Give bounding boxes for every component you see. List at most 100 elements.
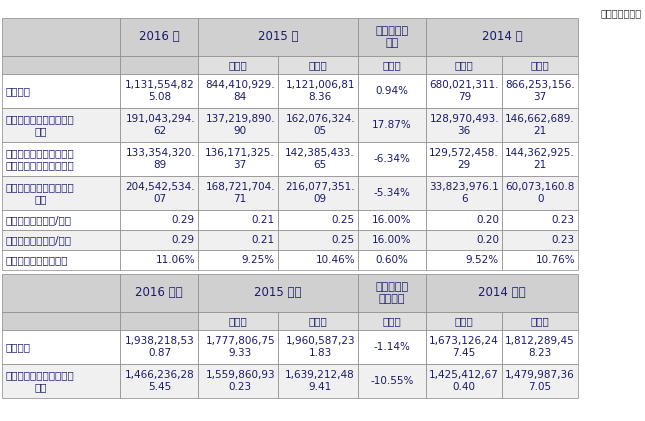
Text: 16.00%: 16.00% <box>372 235 412 245</box>
Text: 资产总额: 资产总额 <box>6 342 31 352</box>
Text: 680,021,311.
79: 680,021,311. 79 <box>430 80 499 102</box>
Text: 9.52%: 9.52% <box>466 255 499 265</box>
Text: 128,970,493.
36: 128,970,493. 36 <box>430 114 499 136</box>
Text: 17.87%: 17.87% <box>372 120 412 130</box>
Bar <box>198 250 278 270</box>
Text: 9.25%: 9.25% <box>242 255 275 265</box>
Text: 1,131,554,82
5.08: 1,131,554,82 5.08 <box>125 80 195 102</box>
Bar <box>278 56 358 74</box>
Bar <box>426 176 502 210</box>
Bar <box>426 250 502 270</box>
Text: 归属于上市公司股东的净
资产: 归属于上市公司股东的净 资产 <box>6 370 75 392</box>
Text: 2016 年: 2016 年 <box>139 30 179 43</box>
Bar <box>120 364 198 398</box>
Text: 基本每股收益（元/股）: 基本每股收益（元/股） <box>6 215 72 225</box>
Bar <box>502 312 578 330</box>
Bar <box>502 108 578 142</box>
Bar <box>358 142 426 176</box>
Bar <box>358 330 426 364</box>
Bar <box>358 274 426 312</box>
Bar <box>120 230 198 250</box>
Bar <box>358 176 426 210</box>
Text: -10.55%: -10.55% <box>370 376 413 386</box>
Bar <box>426 56 502 74</box>
Text: 调整后: 调整后 <box>308 316 328 326</box>
Text: 1,466,236,28
5.45: 1,466,236,28 5.45 <box>125 370 195 392</box>
Text: 调整前: 调整前 <box>455 316 473 326</box>
Text: 168,721,704.
71: 168,721,704. 71 <box>205 182 275 204</box>
Text: 162,076,324.
05: 162,076,324. 05 <box>285 114 355 136</box>
Text: 营业收入: 营业收入 <box>6 86 31 96</box>
Bar <box>278 364 358 398</box>
Text: 加权平均净资产收益率: 加权平均净资产收益率 <box>6 255 68 265</box>
Text: 调整前: 调整前 <box>228 316 248 326</box>
Bar <box>198 330 278 364</box>
Bar <box>358 250 426 270</box>
Text: 133,354,320.
89: 133,354,320. 89 <box>125 148 195 170</box>
Text: 调整后: 调整后 <box>531 60 550 70</box>
Text: 本年比上年
增减: 本年比上年 增减 <box>375 26 408 48</box>
Bar <box>278 250 358 270</box>
Text: 单位：人民币元: 单位：人民币元 <box>601 8 642 18</box>
Text: 2015 年: 2015 年 <box>258 30 298 43</box>
Bar <box>2 74 120 108</box>
Bar <box>278 142 358 176</box>
Text: 844,410,929.
84: 844,410,929. 84 <box>205 80 275 102</box>
Text: -5.34%: -5.34% <box>373 188 410 198</box>
Text: 33,823,976.1
6: 33,823,976.1 6 <box>430 182 499 204</box>
Bar <box>358 74 426 108</box>
Bar <box>358 312 426 330</box>
Bar <box>198 108 278 142</box>
Text: 0.25: 0.25 <box>332 215 355 225</box>
Text: 136,171,325.
37: 136,171,325. 37 <box>205 148 275 170</box>
Text: 0.20: 0.20 <box>476 215 499 225</box>
Bar <box>2 330 120 364</box>
Bar <box>502 210 578 230</box>
Text: 216,077,351.
09: 216,077,351. 09 <box>285 182 355 204</box>
Bar <box>278 176 358 210</box>
Text: 2015 年末: 2015 年末 <box>254 287 302 299</box>
Bar <box>426 142 502 176</box>
Bar <box>120 74 198 108</box>
Bar <box>120 210 198 230</box>
Bar <box>2 210 120 230</box>
Text: 2014 年: 2014 年 <box>482 30 522 43</box>
Text: 146,662,689.
21: 146,662,689. 21 <box>505 114 575 136</box>
Text: 1,777,806,75
9.33: 1,777,806,75 9.33 <box>205 336 275 358</box>
Text: 1,479,987,36
7.05: 1,479,987,36 7.05 <box>505 370 575 392</box>
Text: 0.21: 0.21 <box>252 235 275 245</box>
Bar <box>358 18 426 56</box>
Text: 1,559,860,93
0.23: 1,559,860,93 0.23 <box>205 370 275 392</box>
Text: 0.29: 0.29 <box>172 235 195 245</box>
Text: 144,362,925.
21: 144,362,925. 21 <box>505 148 575 170</box>
Text: 本年末比上
年末增减: 本年末比上 年末增减 <box>375 282 408 304</box>
Bar <box>502 74 578 108</box>
Bar <box>2 56 120 74</box>
Bar <box>198 18 358 56</box>
Bar <box>198 230 278 250</box>
Bar <box>120 330 198 364</box>
Bar <box>426 74 502 108</box>
Bar <box>426 18 578 56</box>
Text: -6.34%: -6.34% <box>373 154 410 164</box>
Text: 调整后: 调整后 <box>531 316 550 326</box>
Text: 调整后: 调整后 <box>382 316 401 326</box>
Bar <box>2 250 120 270</box>
Bar <box>120 18 198 56</box>
Bar <box>278 312 358 330</box>
Bar <box>502 142 578 176</box>
Text: 经营活动产生的现金流量
净额: 经营活动产生的现金流量 净额 <box>6 182 75 204</box>
Bar <box>502 56 578 74</box>
Text: 11.06%: 11.06% <box>155 255 195 265</box>
Text: 2014 年末: 2014 年末 <box>478 287 526 299</box>
Text: 0.60%: 0.60% <box>375 255 408 265</box>
Text: 0.29: 0.29 <box>172 215 195 225</box>
Text: 1,812,289,45
8.23: 1,812,289,45 8.23 <box>505 336 575 358</box>
Text: 10.46%: 10.46% <box>315 255 355 265</box>
Text: 调整前: 调整前 <box>455 60 473 70</box>
Bar <box>426 364 502 398</box>
Bar <box>426 230 502 250</box>
Bar <box>358 230 426 250</box>
Text: 866,253,156.
37: 866,253,156. 37 <box>505 80 575 102</box>
Bar <box>502 330 578 364</box>
